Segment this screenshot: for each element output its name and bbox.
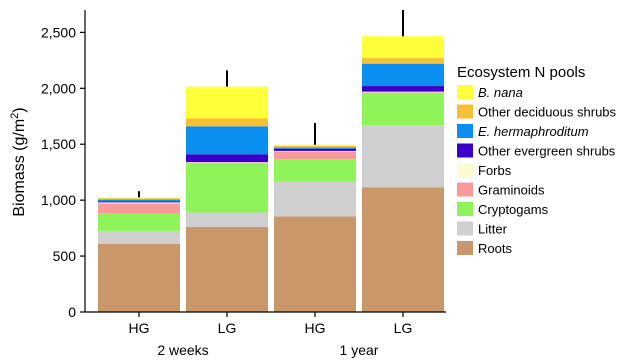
y-ticks: 0 500 1,000 1,500 2,000 2,500 bbox=[41, 24, 85, 320]
x-group-labels: 2 weeks 1 year bbox=[157, 342, 378, 358]
x-tick-label: LG bbox=[218, 320, 237, 336]
bar-segment-0-2 bbox=[98, 213, 180, 231]
bar-segment-1-3 bbox=[186, 162, 268, 164]
bar-segment-3-4 bbox=[362, 91, 444, 93]
legend-swatch bbox=[457, 143, 473, 158]
bar-segment-0-1 bbox=[98, 230, 180, 244]
bar-segment-3-1 bbox=[362, 125, 444, 188]
x-group-label: 2 weeks bbox=[157, 342, 208, 358]
y-axis-label: Biomass (g/m2) bbox=[9, 107, 28, 216]
bar-segment-1-1 bbox=[186, 212, 268, 227]
bar-segment-1-5 bbox=[186, 154, 268, 163]
bar-segment-1-7 bbox=[186, 118, 268, 127]
legend-entry: E. hermaphroditum bbox=[478, 124, 589, 139]
legend-entry: Litter bbox=[478, 222, 508, 237]
error-bars bbox=[138, 10, 404, 198]
bar-segment-2-3 bbox=[274, 151, 356, 160]
x-tick-label: HG bbox=[129, 320, 150, 336]
y-tick-label: 500 bbox=[53, 248, 77, 264]
bar-segment-0-6 bbox=[98, 199, 180, 202]
bar-segment-1-2 bbox=[186, 163, 268, 213]
y-axis-label-superscript: 2 bbox=[9, 113, 21, 119]
bar-segment-0-0 bbox=[98, 243, 180, 312]
x-ticks: HG LG HG LG bbox=[129, 312, 413, 336]
bar-segment-3-5 bbox=[362, 86, 444, 92]
legend-entry: Forbs bbox=[478, 163, 512, 178]
bar-segment-3-6 bbox=[362, 63, 444, 87]
bar-segment-1-8 bbox=[186, 86, 268, 119]
legend-swatch bbox=[457, 104, 473, 119]
bar-segment-0-8 bbox=[98, 197, 180, 199]
bar-segment-1-4 bbox=[186, 162, 268, 163]
legend-swatch bbox=[457, 85, 473, 99]
bar-segment-1-0 bbox=[186, 226, 268, 312]
x-group-label: 1 year bbox=[340, 342, 379, 358]
bar-segment-0-4 bbox=[98, 202, 180, 204]
legend-entry: Other deciduous shrubs bbox=[478, 105, 617, 120]
bar-segment-3-0 bbox=[362, 187, 444, 312]
bar-segment-3-7 bbox=[362, 58, 444, 64]
bar-segment-3-3 bbox=[362, 92, 444, 93]
bar-segment-2-1 bbox=[274, 181, 356, 217]
bar-segment-2-6 bbox=[274, 147, 356, 149]
bar-segment-1-6 bbox=[186, 126, 268, 155]
y-tick-label: 2,500 bbox=[41, 24, 76, 40]
legend-entry: Graminoids bbox=[478, 183, 545, 198]
x-tick-label: LG bbox=[394, 320, 413, 336]
legend-swatch bbox=[457, 163, 473, 177]
legend-entry: B. nana bbox=[478, 85, 523, 100]
y-tick-label: 1,000 bbox=[41, 192, 76, 208]
bar-segment-2-7 bbox=[274, 145, 356, 148]
legend-swatch bbox=[457, 202, 473, 216]
legend-entry: Cryptogams bbox=[478, 202, 549, 217]
legend-entry: Other evergreen shrubs bbox=[478, 144, 616, 159]
x-tick-label: HG bbox=[305, 320, 326, 336]
bar-segment-0-7 bbox=[98, 198, 180, 200]
y-tick-label: 2,000 bbox=[41, 80, 76, 96]
bar-segment-0-3 bbox=[98, 203, 180, 214]
bar-stacks bbox=[98, 36, 444, 312]
y-tick-label: 0 bbox=[68, 304, 76, 320]
bar-segment-2-4 bbox=[274, 150, 356, 152]
y-tick-label: 1,500 bbox=[41, 136, 76, 152]
bar-segment-2-8 bbox=[274, 144, 356, 146]
legend-title: Ecosystem N pools bbox=[457, 64, 585, 81]
legend-swatch bbox=[457, 124, 473, 138]
bar-segment-2-2 bbox=[274, 159, 356, 182]
bar-segment-2-0 bbox=[274, 216, 356, 312]
bar-segment-3-2 bbox=[362, 92, 444, 126]
legend-swatch bbox=[457, 182, 473, 197]
legend-swatch bbox=[457, 221, 473, 236]
bar-segment-3-8 bbox=[362, 36, 444, 59]
legend: Ecosystem N pools B. nana Other deciduous… bbox=[457, 64, 617, 256]
legend-entry: Roots bbox=[478, 241, 512, 256]
legend-swatch bbox=[457, 241, 473, 255]
bar-segment-2-5 bbox=[274, 148, 356, 151]
axes bbox=[84, 10, 446, 313]
bar-segment-0-5 bbox=[98, 201, 180, 203]
